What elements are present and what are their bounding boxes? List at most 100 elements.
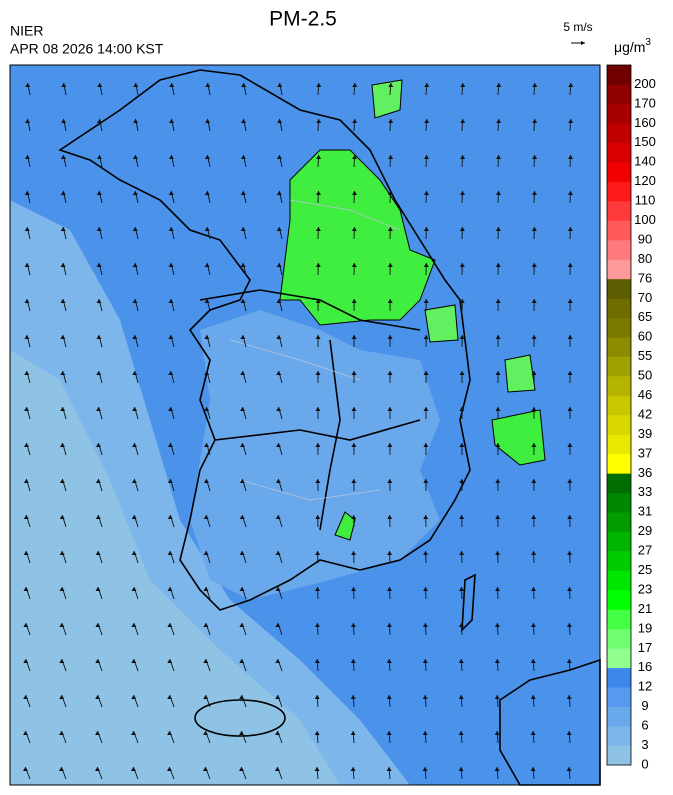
- wind-arrow-head: [239, 659, 245, 663]
- wind-arrow-head: [95, 659, 101, 663]
- wind-arrow-head: [131, 731, 137, 735]
- colorbar-label: 37: [638, 445, 652, 460]
- colorbar-segment: [607, 162, 631, 182]
- colorbar-label: 19: [638, 620, 652, 635]
- wind-arrow-head: [494, 767, 500, 771]
- wind-arrow-head: [567, 191, 573, 195]
- wind-arrow-head: [351, 371, 357, 375]
- wind-arrow-head: [95, 443, 101, 447]
- wind-arrow-head: [315, 299, 321, 303]
- wind-arrow-head: [24, 407, 30, 411]
- wind-arrow-head: [23, 443, 29, 447]
- wind-arrow-head: [276, 263, 282, 267]
- wind-arrow-head: [59, 515, 65, 519]
- wind-arrow-head: [238, 767, 244, 771]
- colorbar-label: 90: [638, 231, 652, 246]
- wind-arrow-head: [95, 695, 101, 699]
- wind-arrow-head: [386, 731, 392, 735]
- wind-arrow-head: [386, 767, 392, 771]
- wind-arrow-head: [494, 731, 500, 735]
- sea-lowest-field: [10, 350, 340, 785]
- wind-arrow-head: [167, 731, 173, 735]
- wind-arrow-head: [275, 479, 281, 483]
- colorbar-segment: [607, 278, 631, 299]
- wind-arrow-head: [496, 83, 502, 87]
- colorbar-label: 33: [638, 484, 652, 499]
- wind-arrow-head: [96, 407, 102, 411]
- colorbar-label: 55: [638, 348, 652, 363]
- wind-arrow-head: [167, 443, 173, 447]
- map-area: [9, 64, 601, 786]
- wind-arrow-head: [95, 479, 101, 483]
- wind-arrow-head: [567, 479, 573, 483]
- wind-arrow-head: [388, 119, 394, 123]
- wind-arrow-head: [275, 695, 281, 699]
- colorbar-label: 25: [638, 562, 652, 577]
- wind-arrow-head: [240, 335, 246, 339]
- wind-arrow-head: [24, 335, 30, 339]
- wind-arrow-head: [495, 191, 501, 195]
- wind-arrow-head: [95, 623, 101, 627]
- colorbar-segment: [607, 220, 631, 241]
- wind-arrow-head: [168, 191, 174, 195]
- wind-arrow-head: [277, 83, 283, 87]
- colorbar-segment: [607, 356, 631, 377]
- wind-arrow-head: [240, 155, 246, 159]
- colorbar-segment: [607, 142, 631, 163]
- coastline: [58, 69, 471, 611]
- wind-arrow-head: [239, 587, 245, 591]
- colorbar-label: 36: [638, 465, 652, 480]
- wind-reference-head: [581, 41, 585, 45]
- wind-arrow-head: [205, 83, 211, 87]
- wind-arrow-head: [168, 335, 174, 339]
- colorbar-segment: [607, 531, 631, 552]
- colorbar-frame: [606, 64, 632, 766]
- wind-arrow-head: [351, 515, 357, 519]
- colorbar-label: 200: [634, 76, 656, 91]
- wind-arrow-head: [59, 659, 65, 663]
- colorbar-label: 140: [634, 154, 656, 169]
- wind-arrow-head: [95, 551, 101, 555]
- wind-arrow-head: [495, 443, 501, 447]
- colorbar-label: 21: [638, 601, 652, 616]
- wind-arrow-head: [351, 263, 357, 267]
- colorbar-segment: [607, 570, 631, 591]
- colorbar-label: 9: [641, 698, 648, 713]
- colorbar-label: 50: [638, 368, 652, 383]
- wind-arrow-head: [495, 227, 501, 231]
- wind-arrow-head: [567, 551, 573, 555]
- wind-arrow-head: [22, 767, 28, 771]
- wind-arrow-head: [352, 155, 358, 159]
- colorbar-segment: [607, 259, 631, 280]
- wind-arrow-head: [24, 299, 30, 303]
- wind-reference-label: 5 m/s: [563, 20, 592, 34]
- wind-arrow-head: [423, 551, 429, 555]
- wind-arrow-head: [131, 515, 137, 519]
- wind-arrow-head: [239, 515, 245, 519]
- wind-arrow-head: [530, 695, 536, 699]
- wind-arrow-head: [495, 371, 501, 375]
- wind-arrow-head: [95, 587, 101, 591]
- wind-arrow-head: [459, 335, 465, 339]
- wind-arrow-head: [277, 119, 283, 123]
- wind-arrow-head: [423, 335, 429, 339]
- wind-arrow-head: [531, 335, 537, 339]
- wind-arrow-head: [239, 479, 245, 483]
- colorbar: 0369121617192123252729313336373942465055…: [606, 64, 656, 771]
- wind-arrow-head: [60, 155, 66, 159]
- wind-arrow-head: [132, 191, 138, 195]
- wind-arrow-head: [531, 263, 537, 267]
- wind-arrow-head: [423, 587, 429, 591]
- wind-arrow-head: [97, 119, 103, 123]
- colorbar-segment: [607, 706, 631, 727]
- wind-arrow-head: [131, 695, 137, 699]
- wind-arrow-head: [423, 227, 429, 231]
- wind-arrow-head: [531, 299, 537, 303]
- wind-arrow-head: [167, 479, 173, 483]
- colorbar-label: 42: [638, 406, 652, 421]
- wind-arrow-head: [24, 263, 30, 267]
- wind-arrow-head: [351, 191, 357, 195]
- wind-arrow-head: [352, 119, 358, 123]
- wind-arrow-head: [241, 83, 247, 87]
